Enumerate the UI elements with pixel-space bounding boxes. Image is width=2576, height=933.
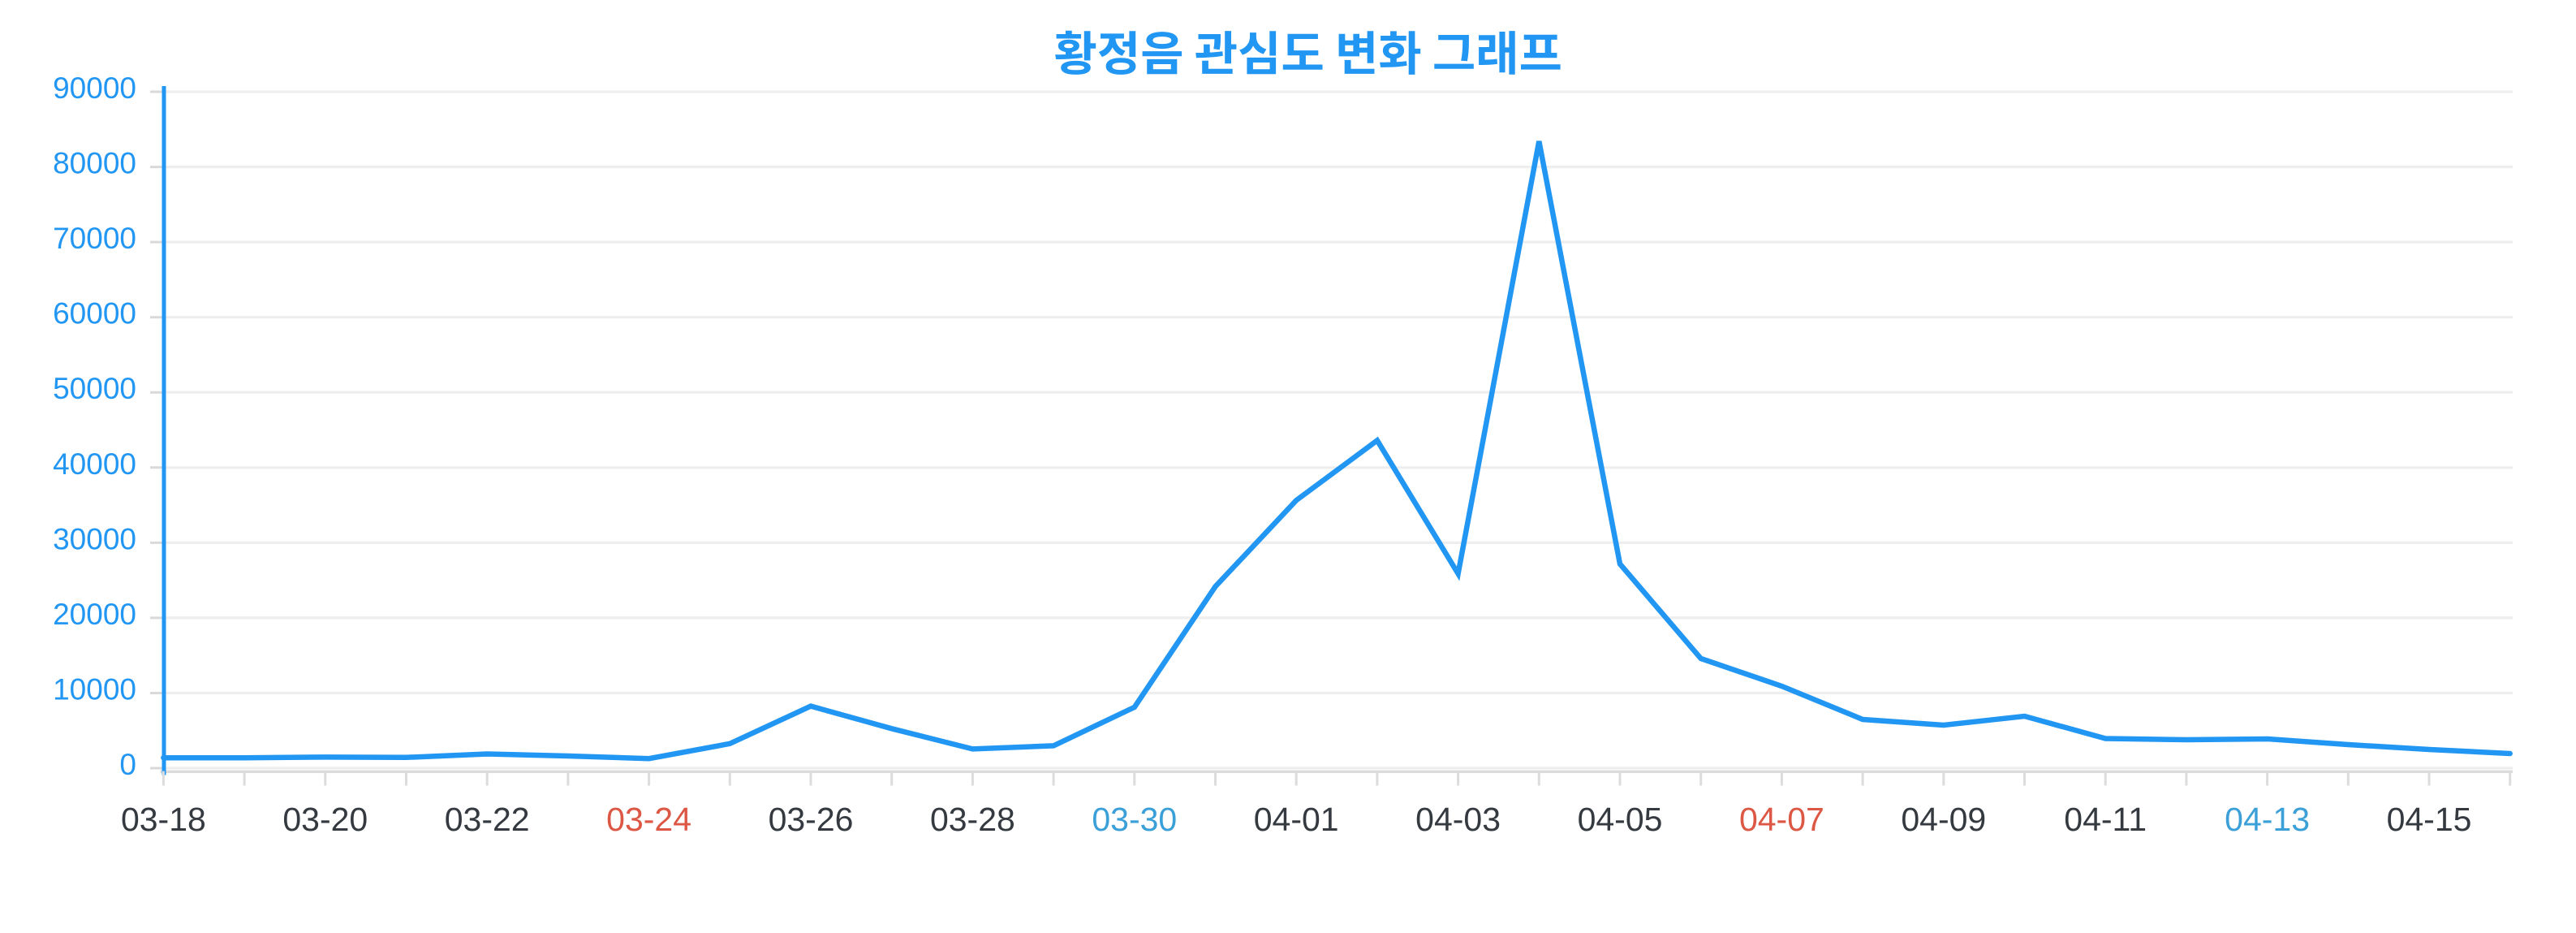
svg-text:04-11: 04-11	[2064, 801, 2147, 838]
svg-text:90000: 90000	[53, 71, 136, 105]
svg-text:03-20: 03-20	[282, 801, 368, 838]
svg-text:04-13: 04-13	[2225, 801, 2310, 838]
svg-text:04-05: 04-05	[1578, 801, 1663, 838]
svg-text:03-22: 03-22	[445, 801, 530, 838]
svg-text:20000: 20000	[53, 598, 136, 631]
svg-text:03-26: 03-26	[769, 801, 854, 838]
svg-text:50000: 50000	[53, 372, 136, 405]
svg-text:03-18: 03-18	[121, 801, 206, 838]
svg-text:30000: 30000	[53, 522, 136, 555]
svg-text:04-01: 04-01	[1254, 801, 1339, 838]
svg-text:04-09: 04-09	[1901, 801, 1986, 838]
svg-text:04-07: 04-07	[1739, 801, 1824, 838]
svg-text:03-28: 03-28	[930, 801, 1015, 838]
svg-text:80000: 80000	[53, 147, 136, 180]
svg-text:03-30: 03-30	[1092, 801, 1177, 838]
svg-text:0: 0	[119, 748, 136, 781]
svg-text:03-24: 03-24	[606, 801, 691, 838]
svg-text:10000: 10000	[53, 673, 136, 706]
svg-text:04-15: 04-15	[2387, 801, 2472, 838]
svg-text:60000: 60000	[53, 297, 136, 330]
svg-text:04-03: 04-03	[1415, 801, 1501, 838]
svg-text:70000: 70000	[53, 222, 136, 255]
svg-text:40000: 40000	[53, 447, 136, 481]
